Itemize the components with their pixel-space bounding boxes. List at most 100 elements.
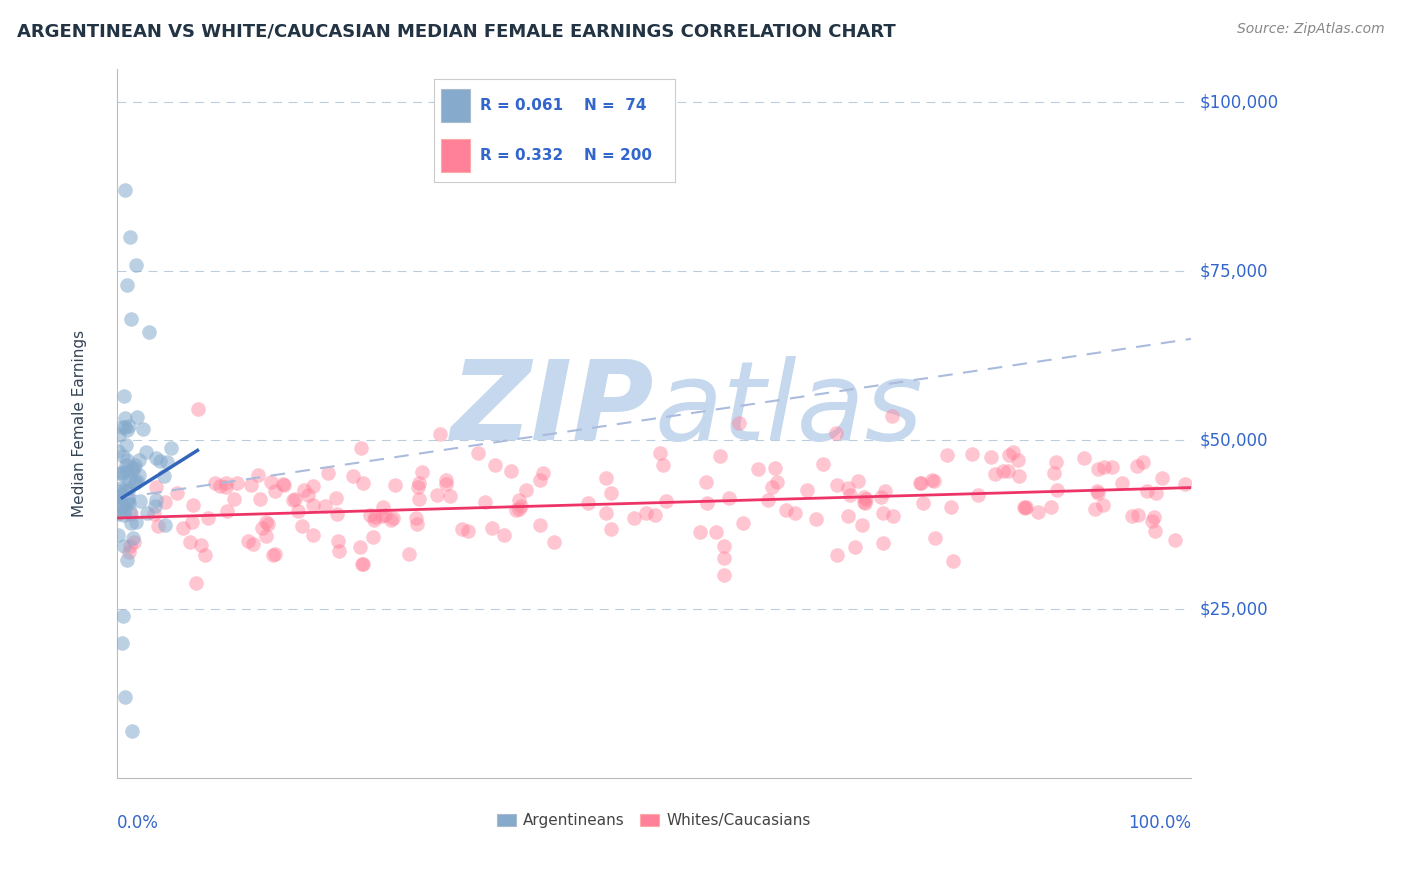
Point: [806, 512, 828, 526]
Text: 0.0%: 0.0%: [117, 814, 159, 831]
Point: [872, 535, 894, 549]
Text: $50,000: $50,000: [1199, 431, 1268, 450]
Point: [936, 448, 959, 462]
Point: [121, 723, 143, 738]
Point: [837, 481, 859, 495]
Point: [302, 498, 325, 512]
Point: [107, 498, 129, 512]
Point: [846, 474, 869, 488]
Point: [122, 534, 145, 549]
Point: [508, 492, 530, 507]
Point: [1136, 484, 1159, 499]
Point: [153, 495, 176, 509]
Point: [115, 465, 138, 479]
Point: [406, 480, 429, 494]
Point: [271, 477, 294, 491]
Point: [187, 402, 209, 417]
Point: [451, 522, 474, 536]
Point: [853, 496, 876, 510]
Point: [352, 557, 374, 571]
Point: [844, 540, 866, 554]
Point: [190, 538, 212, 552]
Point: [704, 524, 727, 539]
Point: [374, 508, 396, 523]
Point: [825, 548, 848, 562]
Point: [361, 530, 384, 544]
Point: [1091, 499, 1114, 513]
Point: [783, 506, 806, 520]
Point: [254, 515, 277, 529]
Point: [384, 477, 406, 491]
Point: [1014, 501, 1036, 516]
Point: [114, 438, 136, 452]
Point: [713, 551, 735, 566]
Point: [273, 478, 295, 492]
Point: [110, 466, 132, 480]
Point: [1140, 515, 1163, 529]
Point: [135, 445, 157, 459]
Point: [713, 568, 735, 582]
Point: [314, 499, 336, 513]
Point: [696, 496, 718, 510]
Point: [467, 446, 489, 460]
Point: [316, 466, 339, 480]
Point: [1101, 460, 1123, 475]
Point: [172, 521, 194, 535]
Point: [284, 492, 307, 507]
Point: [492, 527, 515, 541]
Point: [718, 491, 741, 505]
Point: [111, 500, 134, 514]
Point: [129, 494, 152, 508]
Point: [114, 419, 136, 434]
Point: [1045, 455, 1067, 469]
Point: [481, 521, 503, 535]
Point: [623, 511, 645, 525]
Point: [117, 483, 139, 497]
Point: [910, 476, 932, 491]
Point: [224, 492, 246, 507]
Point: [411, 465, 433, 479]
Point: [111, 466, 134, 480]
Point: [1008, 469, 1031, 483]
Point: [254, 528, 277, 542]
Point: [426, 488, 449, 502]
Point: [108, 505, 131, 519]
Point: [650, 446, 672, 460]
Point: [114, 411, 136, 425]
Point: [457, 524, 479, 539]
Point: [689, 525, 711, 540]
Text: $100,000: $100,000: [1199, 94, 1278, 112]
Point: [531, 467, 554, 481]
Point: [108, 492, 131, 507]
Point: [1087, 486, 1109, 500]
Point: [922, 474, 945, 488]
Point: [107, 507, 129, 521]
Point: [250, 521, 273, 535]
Point: [408, 491, 430, 506]
Point: [600, 522, 623, 536]
Point: [508, 502, 530, 516]
Point: [960, 447, 983, 461]
Point: [197, 510, 219, 524]
Point: [145, 492, 167, 507]
Point: [654, 493, 676, 508]
Point: [1144, 524, 1167, 539]
Point: [398, 547, 420, 561]
Text: $75,000: $75,000: [1199, 262, 1268, 280]
Point: [371, 500, 394, 515]
Point: [363, 510, 385, 524]
Point: [114, 690, 136, 705]
Point: [326, 507, 349, 521]
Point: [852, 490, 875, 504]
Point: [825, 477, 848, 491]
Point: [112, 508, 135, 522]
Point: [122, 461, 145, 475]
Point: [112, 389, 135, 403]
Point: [128, 468, 150, 483]
Point: [124, 475, 146, 490]
Point: [1132, 455, 1154, 469]
Point: [484, 458, 506, 473]
Point: [328, 534, 350, 549]
Point: [120, 460, 142, 475]
Point: [121, 464, 143, 478]
